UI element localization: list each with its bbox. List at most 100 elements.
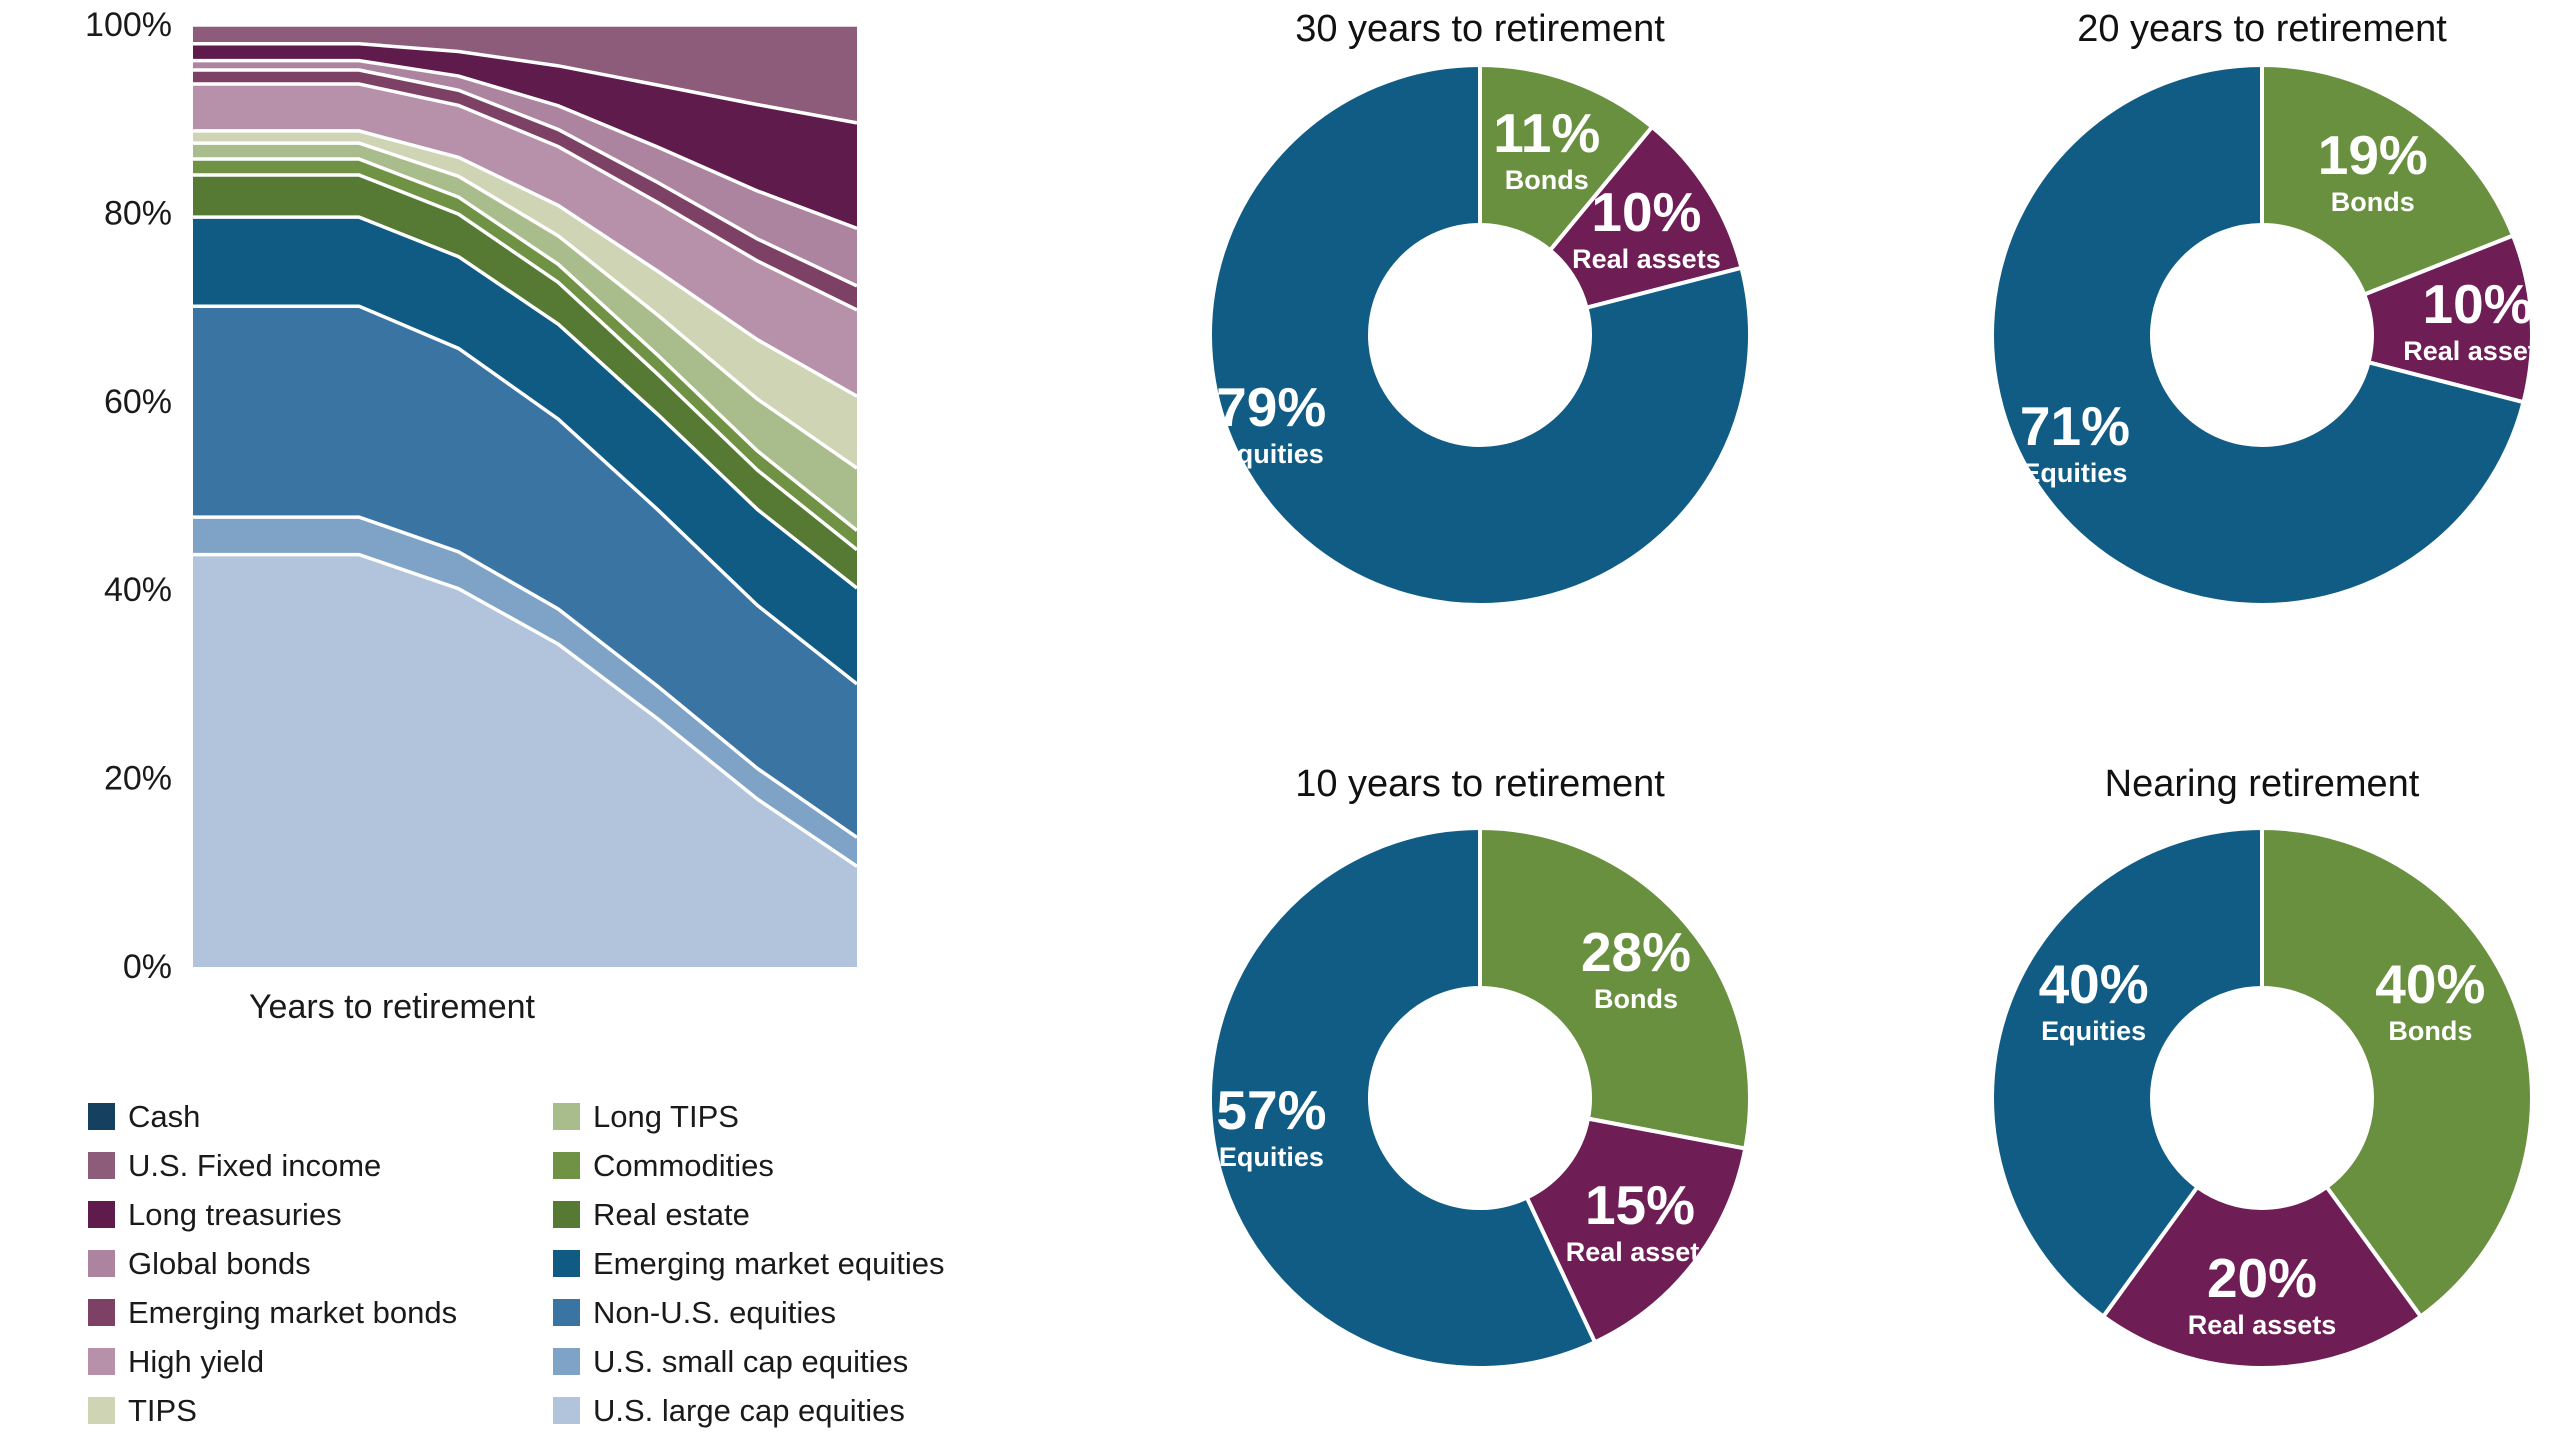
- x-axis-label: Years to retirement: [249, 988, 535, 1026]
- legend-label: Emerging market bonds: [128, 1294, 458, 1330]
- band-separator: [193, 157, 859, 532]
- donut-slice-bonds: [1478, 63, 1655, 253]
- band-separator: [193, 552, 858, 868]
- donut-svg: [1208, 826, 1752, 1370]
- donut-slice-equities: [1208, 63, 1752, 607]
- legend-swatch-u-s-small-cap-equities: [553, 1348, 580, 1375]
- legend-item-u-s-large-cap-equities: U.S. large cap equities: [553, 1386, 945, 1435]
- band-separator: [193, 129, 858, 398]
- legend-label: U.S. large cap equities: [593, 1392, 905, 1428]
- band-separator: [193, 215, 859, 590]
- area-band-emerging-market-equities: [193, 217, 857, 685]
- legend-swatch-cash: [88, 1103, 115, 1130]
- donut-slice-real-assets: [1548, 124, 1744, 310]
- donut-slice-bonds: [1478, 826, 1752, 1151]
- legend-label: Long TIPS: [593, 1098, 739, 1134]
- legend-item-real-estate: Real estate: [553, 1190, 945, 1239]
- donut-slice-real-assets: [2101, 1184, 2423, 1370]
- slice-label-bonds: 40% Bonds: [2375, 952, 2486, 1046]
- legend-item-cash: Cash: [88, 1092, 457, 1141]
- legend-label: U.S. small cap equities: [593, 1343, 909, 1379]
- donut-slice-bonds: [2260, 826, 2534, 1319]
- slice-percent-value: 28%: [1580, 920, 1692, 983]
- donut-svg: [1990, 826, 2534, 1370]
- slice-percent-value: 71%: [2019, 395, 2130, 457]
- slice-category-label: Bonds: [2330, 186, 2415, 217]
- slice-category-label: Real assets: [2187, 1310, 2337, 1341]
- donut-svg: [1208, 63, 1752, 607]
- donut-slice-equities: [1990, 63, 2526, 607]
- legend-item-non-u-s-equities: Non-U.S. equities: [553, 1288, 945, 1337]
- donut-slice-equities: [1990, 826, 2264, 1319]
- legend-item-u-s-small-cap-equities: U.S. small cap equities: [553, 1337, 945, 1386]
- area-band-long-treasuries: [193, 43, 857, 229]
- slice-percent-value: 15%: [1584, 1174, 1696, 1237]
- legend-item-high-yield: High yield: [88, 1337, 457, 1386]
- slice-percent-value: 57%: [1216, 1079, 1327, 1142]
- area-band-u-s-small-cap-equities: [193, 517, 857, 867]
- slice-label-bonds: 11% Bonds: [1493, 101, 1601, 195]
- glide-path-area-chart: 0% 20% 40% 60% 80% 100%: [85, 6, 859, 986]
- legend-swatch-high-yield: [88, 1348, 115, 1375]
- legend-swatch-tips: [88, 1397, 115, 1424]
- band-separator: [193, 515, 858, 839]
- legend-swatch-real-estate: [553, 1201, 580, 1228]
- legend-item-long-tips: Long TIPS: [553, 1092, 945, 1141]
- legend-label: TIPS: [128, 1392, 197, 1428]
- slice-category-label: Real assets: [1565, 1237, 1715, 1268]
- band-separator: [193, 141, 858, 470]
- band-separator: [193, 304, 859, 686]
- legend-item-tips: TIPS: [88, 1386, 457, 1435]
- area-band-long-tips: [193, 143, 857, 531]
- slice-category-label: Real assets: [2403, 336, 2552, 367]
- slice-percent-value: 19%: [2317, 123, 2428, 186]
- legend-swatch-u-s-large-cap-equities: [553, 1397, 580, 1424]
- area-band-tips: [193, 130, 857, 469]
- y-axis-tick-label: 0%: [123, 948, 172, 986]
- slice-label-equities: 40% Equities: [2039, 956, 2149, 1046]
- legend-label: U.S. Fixed income: [128, 1147, 382, 1183]
- legend-item-commodities: Commodities: [553, 1141, 945, 1190]
- donut-slice-bonds: [2260, 63, 2516, 297]
- slice-category-label: Equities: [2041, 1015, 2147, 1046]
- slice-category-label: Bonds: [2388, 1015, 2473, 1046]
- donut-title: 10 years to retirement: [1295, 763, 1665, 805]
- slice-percent-value: 40%: [2375, 952, 2486, 1015]
- band-separator: [193, 68, 858, 288]
- legend-label: High yield: [128, 1343, 265, 1379]
- slice-label-equities: 57% Equities: [1216, 1083, 1326, 1171]
- legend-swatch-non-u-s-equities: [553, 1299, 580, 1326]
- slice-percent-value: 79%: [1216, 375, 1327, 438]
- legend-swatch-long-tips: [553, 1103, 580, 1130]
- slice-label-real-assets: 10% Real assets: [1572, 185, 1721, 273]
- legend-item-u-s-fixed-income: U.S. Fixed income: [88, 1141, 457, 1190]
- legend-label: Real estate: [593, 1196, 750, 1232]
- legend-swatch-long-treasuries: [88, 1201, 115, 1228]
- legend-label: Commodities: [593, 1147, 774, 1183]
- legend-item-long-treasuries: Long treasuries: [88, 1190, 457, 1239]
- area-band-u-s-fixed-income: [193, 25, 857, 123]
- y-axis-tick-label: 100%: [85, 6, 172, 44]
- legend-item-global-bonds: Global bonds: [88, 1239, 457, 1288]
- band-separator: [193, 41, 858, 125]
- slice-category-label: Equities: [1218, 438, 1324, 469]
- legend-swatch-emerging-market-equities: [553, 1250, 580, 1277]
- slice-label-real-assets: 15% Real assets: [1566, 1178, 1715, 1266]
- legend-column: Cash U.S. Fixed income Long treasuries Glob…: [88, 1092, 457, 1435]
- legend-label: Global bonds: [128, 1245, 311, 1281]
- legend-swatch-global-bonds: [88, 1250, 115, 1277]
- slice-category-label: Bonds: [1504, 164, 1589, 195]
- slice-label-bonds: 28% Bonds: [1580, 920, 1692, 1013]
- donut-slice-real-assets: [2362, 233, 2534, 405]
- slice-category-label: Equities: [1218, 1142, 1324, 1173]
- donut-svg: [1990, 63, 2534, 607]
- legend-label: Cash: [128, 1098, 201, 1134]
- slice-label-real-assets: 20% Real assets: [2188, 1251, 2337, 1339]
- slice-label-equities: 71% Equities: [2020, 399, 2130, 487]
- area-band-high-yield: [193, 84, 857, 397]
- donut-title: 30 years to retirement: [1295, 8, 1665, 50]
- y-axis-tick-label: 80%: [104, 194, 172, 232]
- slice-percent-value: 11%: [1493, 101, 1601, 164]
- area-band-global-bonds: [193, 60, 857, 286]
- donut-title: 20 years to retirement: [2077, 8, 2447, 50]
